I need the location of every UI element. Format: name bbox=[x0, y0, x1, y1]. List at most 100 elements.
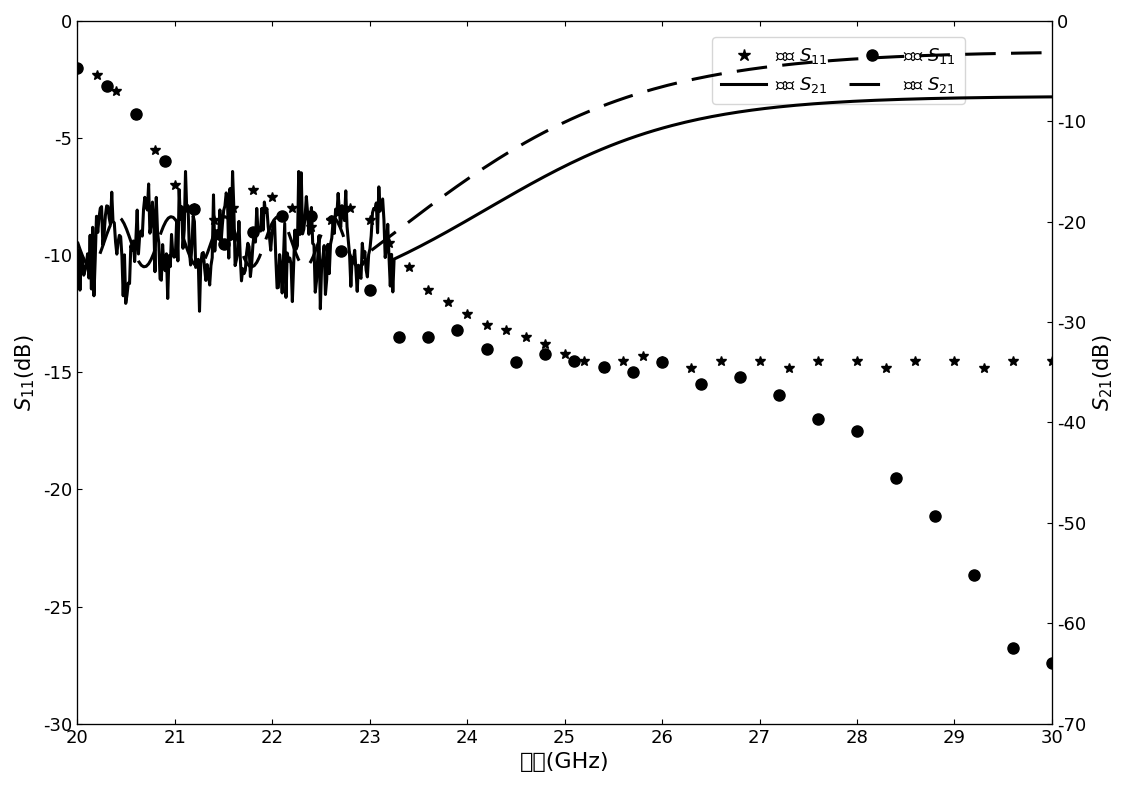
meas_s11 bbox=[149, 145, 163, 155]
meas_s11 bbox=[499, 325, 513, 335]
sim_s11 bbox=[421, 332, 435, 342]
sim_s11 bbox=[1006, 644, 1019, 653]
meas_s11 bbox=[977, 363, 990, 373]
meas_s21 bbox=[1045, 92, 1059, 101]
meas_s11 bbox=[343, 204, 357, 213]
sim_s21 bbox=[523, 135, 536, 145]
sim_s11 bbox=[158, 156, 172, 166]
meas_s11 bbox=[402, 263, 415, 272]
sim_s11 bbox=[275, 211, 289, 220]
sim_s11 bbox=[627, 368, 640, 377]
meas_s11 bbox=[655, 356, 668, 365]
sim_s11 bbox=[392, 332, 405, 342]
Y-axis label: $S_{21}$(dB): $S_{21}$(dB) bbox=[1092, 334, 1115, 410]
sim_s11 bbox=[217, 239, 230, 248]
sim_s11 bbox=[129, 109, 142, 119]
meas_s21 bbox=[396, 250, 410, 259]
Y-axis label: $S_{11}$(dB): $S_{11}$(dB) bbox=[14, 334, 37, 410]
meas_s11 bbox=[129, 110, 142, 119]
meas_s11 bbox=[305, 222, 318, 232]
Line: sim_s21: sim_s21 bbox=[78, 53, 1052, 267]
sim_s21 bbox=[660, 81, 674, 90]
meas_s11 bbox=[636, 351, 649, 361]
sim_s11 bbox=[187, 204, 201, 213]
meas_s11 bbox=[782, 363, 796, 373]
meas_s11 bbox=[227, 204, 240, 213]
meas_s11 bbox=[597, 363, 611, 373]
sim_s11 bbox=[694, 380, 708, 389]
sim_s11 bbox=[597, 362, 611, 372]
meas_s11 bbox=[947, 356, 961, 365]
meas_s11 bbox=[480, 321, 493, 330]
meas_s11 bbox=[383, 239, 396, 248]
meas_s11 bbox=[1006, 356, 1019, 365]
meas_s11 bbox=[207, 215, 220, 225]
meas_s11 bbox=[187, 204, 201, 213]
sim_s11 bbox=[850, 426, 864, 435]
meas_s21 bbox=[273, 250, 287, 259]
meas_s21 bbox=[237, 269, 251, 278]
meas_s11 bbox=[461, 309, 474, 318]
sim_s21 bbox=[299, 262, 313, 271]
sim_s11 bbox=[1045, 659, 1059, 668]
meas_s11 bbox=[246, 185, 260, 194]
meas_s11 bbox=[90, 70, 104, 79]
meas_s11 bbox=[285, 204, 298, 213]
meas_s21 bbox=[193, 307, 207, 316]
sim_s11 bbox=[246, 227, 260, 237]
Line: meas_s21: meas_s21 bbox=[78, 97, 1052, 311]
meas_s11 bbox=[577, 356, 590, 365]
meas_s11 bbox=[421, 285, 435, 295]
meas_s11 bbox=[753, 356, 767, 365]
sim_s11 bbox=[772, 391, 786, 400]
sim_s11 bbox=[450, 325, 464, 335]
meas_s11 bbox=[362, 215, 376, 225]
meas_s21 bbox=[71, 270, 85, 279]
sim_s11 bbox=[968, 571, 981, 580]
meas_s11 bbox=[909, 356, 922, 365]
sim_s11 bbox=[509, 358, 523, 367]
meas_s21 bbox=[568, 156, 581, 166]
meas_s11 bbox=[616, 356, 630, 365]
meas_s11 bbox=[324, 215, 338, 225]
sim_s11 bbox=[480, 344, 493, 354]
sim_s11 bbox=[539, 350, 552, 359]
sim_s21 bbox=[71, 237, 85, 247]
meas_s11 bbox=[879, 363, 893, 373]
meas_s11 bbox=[714, 356, 727, 365]
meas_s11 bbox=[168, 180, 182, 189]
meas_s11 bbox=[519, 332, 533, 342]
sim_s11 bbox=[928, 511, 942, 520]
meas_s11 bbox=[71, 63, 85, 72]
sim_s11 bbox=[733, 373, 746, 382]
Legend: 测试 $S_{11}$, 测试 $S_{21}$, 仿真 $S_{11}$, 仿真 $S_{21}$: 测试 $S_{11}$, 测试 $S_{21}$, 仿真 $S_{11}$, 仿… bbox=[712, 37, 965, 104]
meas_s11 bbox=[850, 356, 864, 365]
sim_s11 bbox=[812, 415, 825, 424]
meas_s11 bbox=[558, 349, 571, 358]
sim_s11 bbox=[99, 82, 113, 91]
meas_s21 bbox=[132, 249, 146, 259]
Line: meas_s11: meas_s11 bbox=[72, 63, 1057, 373]
sim_s11 bbox=[568, 357, 581, 366]
sim_s21 bbox=[1045, 48, 1059, 57]
meas_s11 bbox=[265, 192, 279, 201]
Line: sim_s11: sim_s11 bbox=[72, 63, 1058, 669]
meas_s11 bbox=[441, 297, 455, 307]
sim_s11 bbox=[890, 473, 903, 483]
sim_s21 bbox=[191, 263, 204, 272]
sim_s11 bbox=[334, 246, 348, 255]
sim_s11 bbox=[655, 358, 668, 367]
sim_s11 bbox=[71, 64, 85, 73]
meas_s11 bbox=[539, 340, 552, 349]
sim_s21 bbox=[250, 258, 263, 267]
sim_s21 bbox=[95, 244, 108, 253]
X-axis label: 频率(GHz): 频率(GHz) bbox=[519, 752, 610, 772]
meas_s21 bbox=[560, 160, 574, 170]
sim_s11 bbox=[362, 285, 376, 295]
sim_s21 bbox=[172, 220, 185, 230]
sim_s11 bbox=[305, 211, 318, 220]
meas_s11 bbox=[812, 356, 825, 365]
meas_s11 bbox=[110, 86, 123, 96]
meas_s11 bbox=[684, 363, 698, 373]
meas_s11 bbox=[1045, 356, 1059, 365]
